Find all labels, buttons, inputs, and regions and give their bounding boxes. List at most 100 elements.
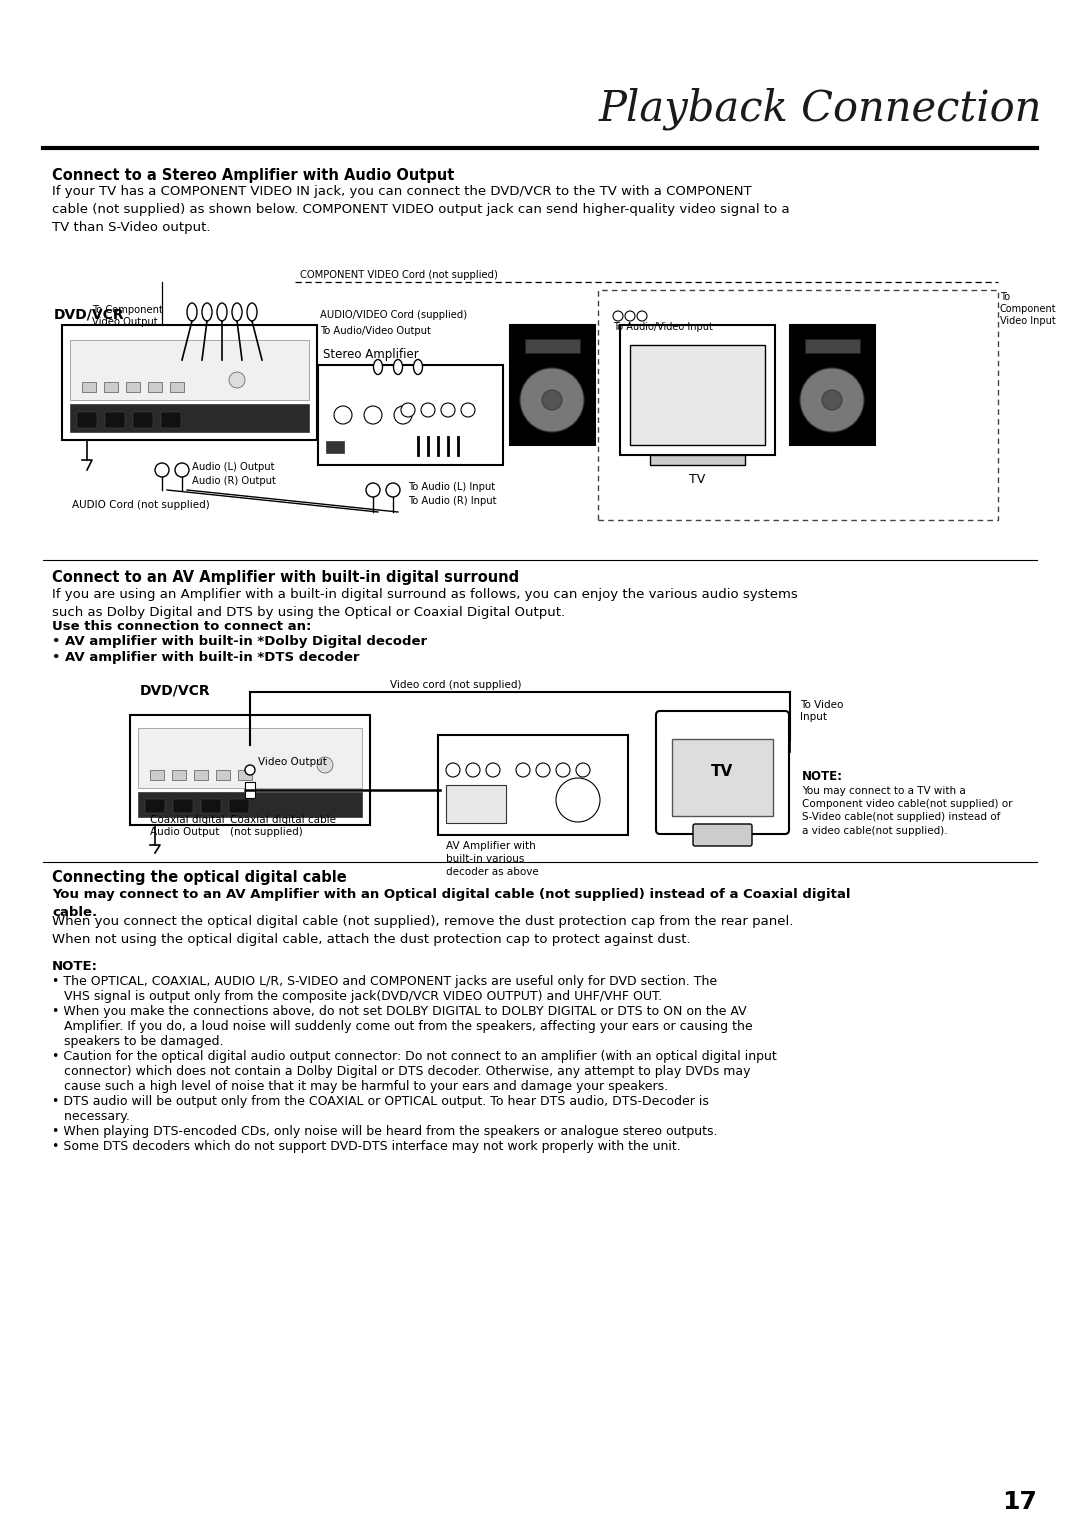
Text: Connecting the optical digital cable: Connecting the optical digital cable [52, 869, 347, 885]
Bar [62, 325, 318, 440]
Circle shape [613, 312, 623, 321]
Ellipse shape [187, 303, 197, 321]
Bar [148, 382, 162, 393]
Ellipse shape [247, 303, 257, 321]
Bar [145, 799, 165, 813]
Circle shape [421, 403, 435, 417]
Bar [201, 799, 221, 813]
Ellipse shape [374, 359, 382, 374]
Bar [326, 442, 345, 452]
Bar [245, 782, 255, 798]
Text: To
Component
Video Input: To Component Video Input [1000, 292, 1056, 325]
Circle shape [822, 390, 842, 410]
Text: To Audio/Video Input: To Audio/Video Input [613, 322, 713, 332]
Circle shape [542, 390, 562, 410]
Circle shape [364, 406, 382, 423]
Text: To Video
Input: To Video Input [800, 700, 843, 723]
Bar [70, 341, 309, 400]
Text: • DTS audio will be output only from the COAXIAL or OPTICAL output. To hear DTS : • DTS audio will be output only from the… [52, 1096, 708, 1108]
Text: connector) which does not contain a Dolby Digital or DTS decoder. Otherwise, any: connector) which does not contain a Dolb… [52, 1065, 751, 1077]
Circle shape [446, 762, 460, 778]
Circle shape [245, 766, 255, 775]
Circle shape [486, 762, 500, 778]
Text: Video cord (not supplied): Video cord (not supplied) [390, 680, 522, 691]
Text: • The OPTICAL, COAXIAL, AUDIO L/R, S-VIDEO and COMPONENT jacks are useful only f: • The OPTICAL, COAXIAL, AUDIO L/R, S-VID… [52, 975, 717, 989]
Bar [82, 382, 96, 393]
Bar [130, 715, 370, 825]
Bar [170, 382, 184, 393]
Text: • AV amplifier with built-in *Dolby Digital decoder: • AV amplifier with built-in *Dolby Digi… [52, 636, 427, 648]
Text: speakers to be damaged.: speakers to be damaged. [52, 1034, 224, 1048]
Bar [672, 740, 773, 816]
Text: You may connect to a TV with a
Component video cable(not supplied) or
S-Video ca: You may connect to a TV with a Component… [802, 785, 1013, 836]
Text: When you connect the optical digital cable (not supplied), remove the dust prote: When you connect the optical digital cab… [52, 915, 794, 946]
Text: AUDIO Cord (not supplied): AUDIO Cord (not supplied) [72, 500, 210, 510]
Text: AUDIO/VIDEO Cord (supplied): AUDIO/VIDEO Cord (supplied) [320, 310, 468, 319]
Ellipse shape [202, 303, 212, 321]
FancyBboxPatch shape [693, 824, 752, 847]
Circle shape [366, 483, 380, 497]
Bar [194, 770, 208, 779]
Text: To Audio (L) Input: To Audio (L) Input [408, 481, 495, 492]
Text: Stereo Amplifier: Stereo Amplifier [323, 348, 419, 361]
Circle shape [637, 312, 647, 321]
FancyBboxPatch shape [656, 711, 789, 834]
Text: TV: TV [711, 764, 733, 779]
Bar [138, 792, 362, 817]
Bar [70, 403, 309, 432]
Bar [318, 365, 503, 465]
Ellipse shape [232, 303, 242, 321]
Text: If your TV has a COMPONENT VIDEO IN jack, you can connect the DVD/VCR to the TV : If your TV has a COMPONENT VIDEO IN jack… [52, 185, 789, 234]
Text: VHS signal is output only from the composite jack(DVD/VCR VIDEO OUTPUT) and UHF/: VHS signal is output only from the compo… [52, 990, 662, 1002]
Text: Coaxial digital cable
(not supplied): Coaxial digital cable (not supplied) [230, 814, 336, 837]
Bar [77, 413, 97, 428]
Bar [805, 339, 860, 353]
Circle shape [800, 368, 864, 432]
Text: cause such a high level of noise that it may be harmful to your ears and damage : cause such a high level of noise that it… [52, 1080, 669, 1093]
Bar [620, 325, 775, 455]
Text: To Audio (R) Input: To Audio (R) Input [408, 497, 497, 506]
Text: To Component
Video Output: To Component Video Output [92, 306, 163, 327]
Text: NOTE:: NOTE: [802, 770, 843, 782]
Text: • When you make the connections above, do not set DOLBY DIGITAL to DOLBY DIGITAL: • When you make the connections above, d… [52, 1005, 746, 1018]
Circle shape [461, 403, 475, 417]
Circle shape [556, 778, 600, 822]
Text: necessary.: necessary. [52, 1109, 130, 1123]
Bar [525, 339, 580, 353]
Text: Connect to a Stereo Amplifier with Audio Output: Connect to a Stereo Amplifier with Audio… [52, 168, 455, 183]
Text: DVD/VCR: DVD/VCR [140, 685, 211, 698]
Bar [172, 770, 186, 779]
Bar [510, 325, 595, 445]
Bar [173, 799, 193, 813]
Bar [630, 345, 765, 445]
Text: AV Amplifier with
built-in various
decoder as above: AV Amplifier with built-in various decod… [446, 840, 539, 877]
Circle shape [519, 368, 584, 432]
Text: Playback Connection: Playback Connection [598, 87, 1042, 130]
Text: Use this connection to connect an:: Use this connection to connect an: [52, 620, 311, 633]
Text: Video Output: Video Output [258, 756, 327, 767]
Text: NOTE:: NOTE: [52, 960, 98, 973]
Bar [446, 785, 507, 824]
Circle shape [516, 762, 530, 778]
Text: 17: 17 [1002, 1490, 1038, 1514]
Text: DVD/VCR: DVD/VCR [54, 307, 124, 321]
Ellipse shape [393, 359, 403, 374]
Bar [104, 382, 118, 393]
Text: You may connect to an AV Amplifier with an Optical digital cable (not supplied) : You may connect to an AV Amplifier with … [52, 888, 851, 918]
Circle shape [318, 756, 333, 773]
Bar [216, 770, 230, 779]
Bar [161, 413, 181, 428]
Text: Audio (L) Output: Audio (L) Output [192, 461, 274, 472]
Circle shape [394, 406, 411, 423]
Bar [238, 770, 252, 779]
Bar [650, 455, 745, 465]
Circle shape [465, 762, 480, 778]
Circle shape [441, 403, 455, 417]
Circle shape [576, 762, 590, 778]
Text: If you are using an Amplifier with a built-in digital surround as follows, you c: If you are using an Amplifier with a bui… [52, 588, 798, 619]
Bar [150, 770, 164, 779]
Bar [105, 413, 125, 428]
Bar [789, 325, 875, 445]
Text: • Caution for the optical digital audio output connector: Do not connect to an a: • Caution for the optical digital audio … [52, 1050, 777, 1063]
Bar [598, 290, 998, 520]
